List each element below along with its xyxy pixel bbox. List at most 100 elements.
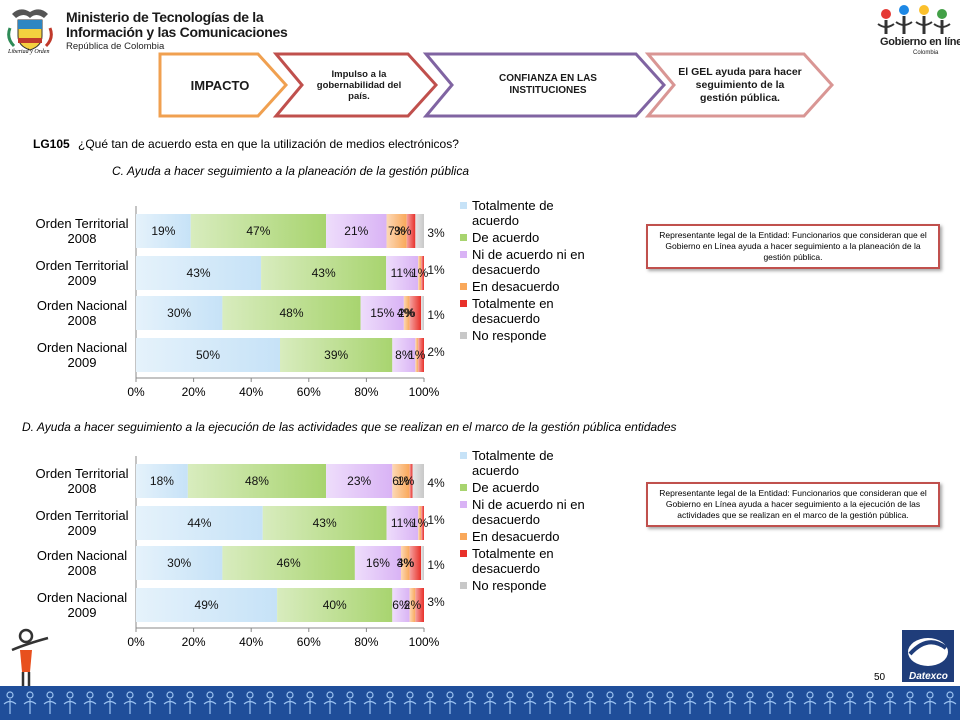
chart-c-legend-swatch [460,251,467,258]
datexco-brand: Datexco [906,671,951,682]
chevron-impacto: IMPACTO [190,77,250,93]
chart-c-bar-segment [222,296,361,330]
chart-d-title-text: D. Ayuda a hacer seguimiento a la ejecuc… [22,420,677,434]
chart-d-bar-segment [136,588,278,622]
chart-c: Orden Territorial 2008 19% 47% 21% 7%3% 3%Orde… [36,198,585,399]
chart-c-data-label: 21% [344,224,368,238]
chart-d-bar-segment [409,588,416,622]
chart-d-data-label: 49% [195,598,219,612]
chart-c-data-label: 15% [370,306,394,320]
chart-d-legend-swatch [460,550,467,557]
chart-c-data-label: 19% [151,224,175,238]
chart-c-data-label: 4% [397,306,415,320]
chart-d-data-label: 16% [366,556,390,570]
chart-c-bar-segment [392,338,416,372]
ministry-name: Ministerio de Tecnologías de la Informac… [66,10,288,53]
ministry-line-2: Información y las Comunicaciones [66,24,288,40]
chart-d-tick-label: 0% [127,635,145,649]
chart-c-bar-segment [409,296,422,330]
chart-d-data-label: 3% [427,595,445,609]
chart-d-data-label: 48% [245,474,269,488]
chart-d-category-label: Orden Nacional 2008 [37,548,127,578]
chart-d-bar-segment [386,506,419,540]
chart-c-data-label: 1% [427,263,445,277]
chart-c-title-text: C. Ayuda a hacer seguimiento a la planea… [112,164,470,178]
chart-d-legend-swatch [460,501,467,508]
chart-c-bar-segment [326,214,387,248]
chart-d-bar-segment [262,506,387,540]
chart-c-data-label: 2% [427,345,445,359]
chart-d-category-label: Orden Territorial 2009 [36,508,129,538]
chart-d-bar-segment [421,506,424,540]
chevron-flow [158,52,835,118]
chart-c-bar-segment [418,338,424,372]
chart-d-bar-segment [392,588,410,622]
chart-d-legend-entry: No responde [472,578,546,593]
chart-c-data-label: 30% [167,306,191,320]
chart-c-tick-label: 40% [239,385,263,399]
chart-d-legend-swatch [460,452,467,459]
chart-d-data-label: 18% [150,474,174,488]
chart-c-data-label: 50% [196,348,220,362]
chart-d-title: D. Ayuda a hacer seguimiento a la ejecuc… [22,420,677,434]
chart-d-legend-entry: Ni de acuerdo ni en desacuerdo [472,497,585,527]
ministry-logo: Libertad y Orden Ministerio de Tecnologí… [6,4,288,60]
chart-d-legend-swatch [460,582,467,589]
chart-d-bar-segment [421,546,424,580]
question-text: ¿Qué tan de acuerdo esta en que la utili… [78,137,459,151]
chevron-gel: El GEL ayuda para hacer seguimiento de l… [678,65,802,104]
chart-d-bar-segment [136,546,223,580]
chart-c-bar-segment [360,296,404,330]
chart-d-category-label: Orden Territorial 2008 [36,466,129,496]
chart-d-legend-entry: Totalmente de acuerdo [472,448,554,478]
chart-d-tick-label: 100% [409,635,440,649]
chart-c-category-label: Orden Territorial 2009 [36,258,129,288]
chart-c-bar-segment [421,296,424,330]
chart-d-legend-entry: De acuerdo [472,480,539,495]
chart-d-legend-swatch [460,484,467,491]
chart-c-bar-segment [418,256,422,290]
chart-c-bar-segment [386,256,419,290]
chart-d-data-label: 43% [313,516,337,530]
chart-d-data-label: 23% [347,474,371,488]
chart-c-bar-segment [403,296,410,330]
chart-c-title: C. Ayuda a hacer seguimiento a la planea… [112,164,469,178]
chevron-shape-impacto [158,52,289,118]
chart-c-tick-label: 0% [127,385,145,399]
chart-d-data-label: 44% [187,516,211,530]
chevron-gobernabilidad: Impulso a la gobernabilidad del país. [316,68,402,102]
chart-d: Orden Territorial 2008 18% 48% 23% 6%1% 4%Orde… [36,448,585,649]
chart-c-category-label: Orden Nacional 2008 [37,298,127,328]
chart-d-tick-label: 40% [239,635,263,649]
chart-d-legend-entry: En desacuerdo [472,529,559,544]
chart-c-data-label: 1% [408,348,426,362]
footer-band [0,686,960,720]
chart-c-legend-entry: De acuerdo [472,230,539,245]
coat-motto: Libertad y Orden [8,49,50,55]
chart-d-data-label: 4% [427,476,445,490]
chart-d-data-label: 30% [167,556,191,570]
chart-d-data-label: 11% [391,516,414,530]
chart-d-tick-label: 60% [297,635,321,649]
chevron-confianza: CONFIANZA EN LAS INSTITUCIONES [499,73,597,96]
chart-d-legend-swatch [460,533,467,540]
chart-d-data-label: 2% [404,598,422,612]
page-number: 50 [874,672,886,683]
chart-c-legend-swatch [460,300,467,307]
chart-d-bar-segment [136,464,188,498]
chart-d-bar-segment [136,506,263,540]
chart-c-data-label: 1% [427,308,445,322]
chart-d-data-label: 3% [397,556,415,570]
note-d: Representante legal de la Entidad: Funci… [646,482,940,527]
chart-c-data-label: 43% [312,266,336,280]
note-c: Representante legal de la Entidad: Funci… [646,224,940,269]
chart-d-data-label: 1% [427,558,445,572]
chart-c-legend-entry: Totalmente en desacuerdo [472,296,554,326]
chart-d-tick-label: 80% [354,635,378,649]
chart-d-bar-segment [412,464,424,498]
chart-c-legend-swatch [460,332,467,339]
chart-c-legend-entry: Totalmente de acuerdo [472,198,554,228]
chart-d-bar-segment [409,464,413,498]
chart-d-bar-segment [326,464,393,498]
chart-c-data-label: 43% [187,266,211,280]
